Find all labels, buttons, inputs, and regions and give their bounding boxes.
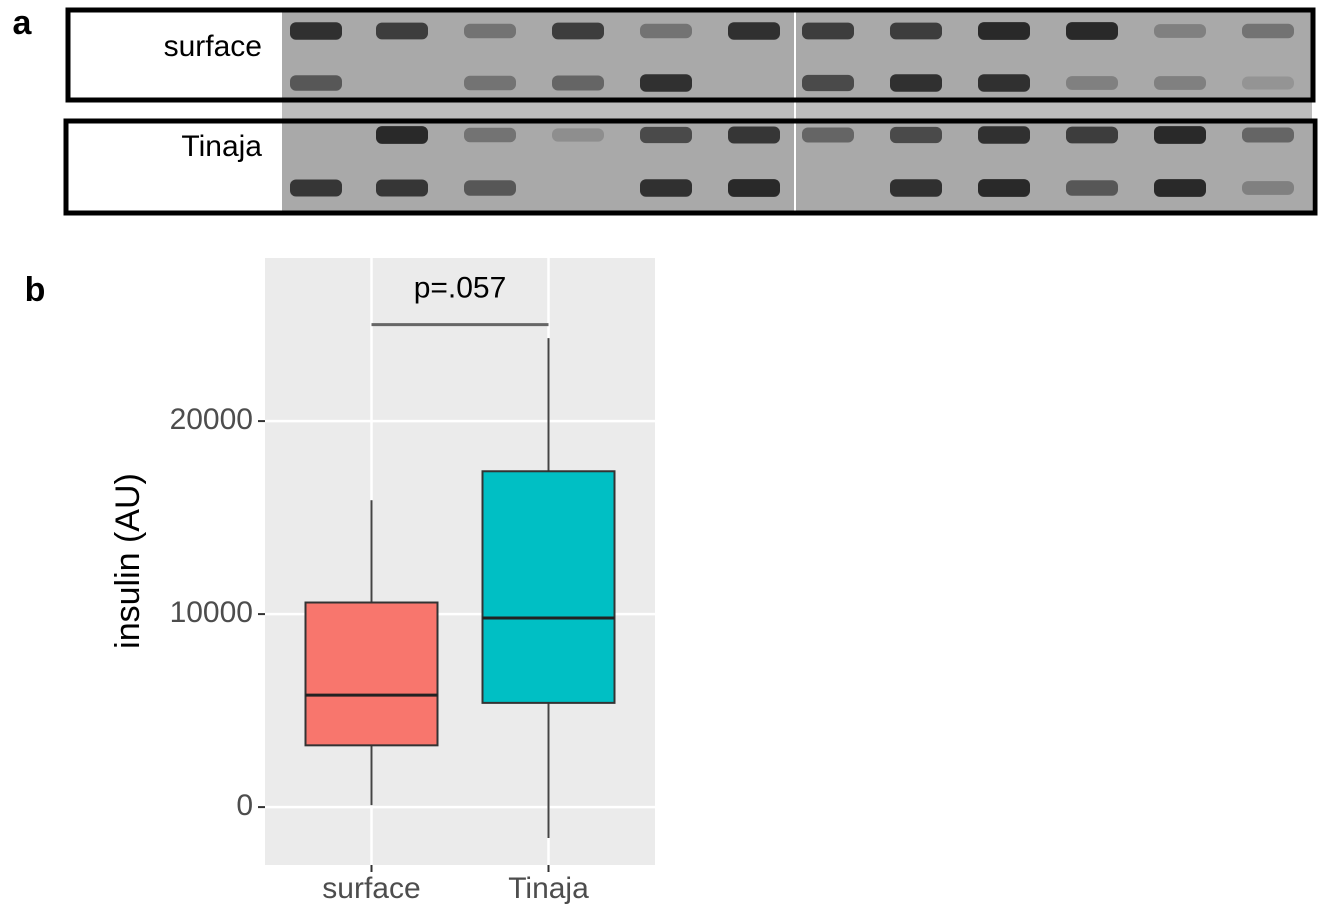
- blot-band: [464, 24, 516, 38]
- panel-label: b: [25, 271, 46, 309]
- blot-band: [1154, 179, 1206, 197]
- blot-band: [1154, 76, 1206, 90]
- blot-band: [376, 179, 428, 196]
- blot-band: [1242, 24, 1294, 38]
- y-axis-title: insulin (AU): [109, 473, 147, 649]
- blot-row-label: Tinaja: [181, 130, 262, 163]
- blot-band: [552, 23, 604, 40]
- blot-gap: [282, 100, 1312, 120]
- blot-band: [1066, 76, 1118, 90]
- blot-band: [464, 128, 516, 142]
- y-tick-label: 0: [236, 789, 253, 822]
- y-tick-label: 20000: [170, 403, 253, 436]
- x-tick-label: surface: [322, 872, 420, 905]
- blot-band: [802, 75, 854, 91]
- blot-band: [464, 180, 516, 196]
- significance-label: p=.057: [414, 272, 507, 305]
- blot-band: [1242, 77, 1294, 90]
- blot-row-label: surface: [164, 30, 262, 63]
- blot-band: [290, 75, 342, 91]
- blot-band: [552, 76, 604, 91]
- blot-band: [1066, 180, 1118, 196]
- blot-band: [640, 179, 692, 196]
- blot-band: [640, 74, 692, 91]
- blot-band: [802, 23, 854, 40]
- blot-band: [290, 179, 342, 196]
- blot-band: [728, 179, 780, 197]
- blot-band: [978, 74, 1030, 91]
- blot-band: [1154, 126, 1206, 144]
- blot-band: [890, 74, 942, 91]
- blot-band: [890, 127, 942, 143]
- blot-band: [802, 128, 854, 143]
- blot-band: [1066, 22, 1118, 40]
- blot-band: [1066, 127, 1118, 144]
- blot-band: [728, 22, 780, 39]
- blot-band: [1154, 24, 1206, 38]
- blot-band: [728, 126, 780, 143]
- box: [483, 471, 615, 703]
- blot-band: [376, 126, 428, 144]
- blot-band: [1242, 128, 1294, 143]
- blot-band: [978, 22, 1030, 40]
- figure: a b surface Tinaja 0 10000 20000 insulin (A…: [0, 0, 1320, 908]
- blot-band: [890, 23, 942, 40]
- x-tick-label: Tinaja: [508, 872, 589, 905]
- blot-band: [376, 23, 428, 40]
- blot-band: [978, 179, 1030, 197]
- y-tick-label: 10000: [170, 596, 253, 629]
- western-blot: [282, 10, 1312, 211]
- panel-label: a: [13, 4, 33, 42]
- blot-band: [290, 22, 342, 39]
- blot-band: [1242, 181, 1294, 195]
- blot-band: [978, 126, 1030, 143]
- blot-band: [552, 128, 604, 141]
- box: [306, 603, 438, 746]
- blot-band: [464, 76, 516, 90]
- blot-band: [640, 24, 692, 38]
- blot-band: [890, 179, 942, 196]
- blot-band: [640, 127, 692, 143]
